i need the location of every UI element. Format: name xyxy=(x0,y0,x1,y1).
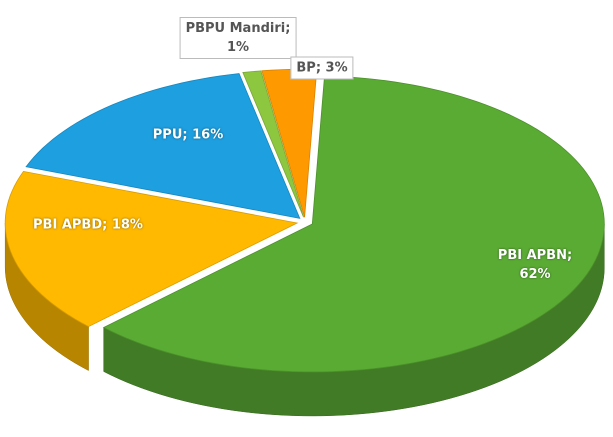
slice xyxy=(25,73,301,219)
data-label: PPU; 16% xyxy=(152,127,224,143)
slice xyxy=(102,75,605,373)
data-label: BP; 3% xyxy=(290,56,354,80)
data-label: PBI APBN; 62% xyxy=(497,248,573,282)
data-label: PBI APBD; 18% xyxy=(33,217,143,233)
data-label: PBPU Mandiri; 1% xyxy=(179,17,297,59)
slice xyxy=(242,70,304,218)
slice xyxy=(4,170,299,327)
